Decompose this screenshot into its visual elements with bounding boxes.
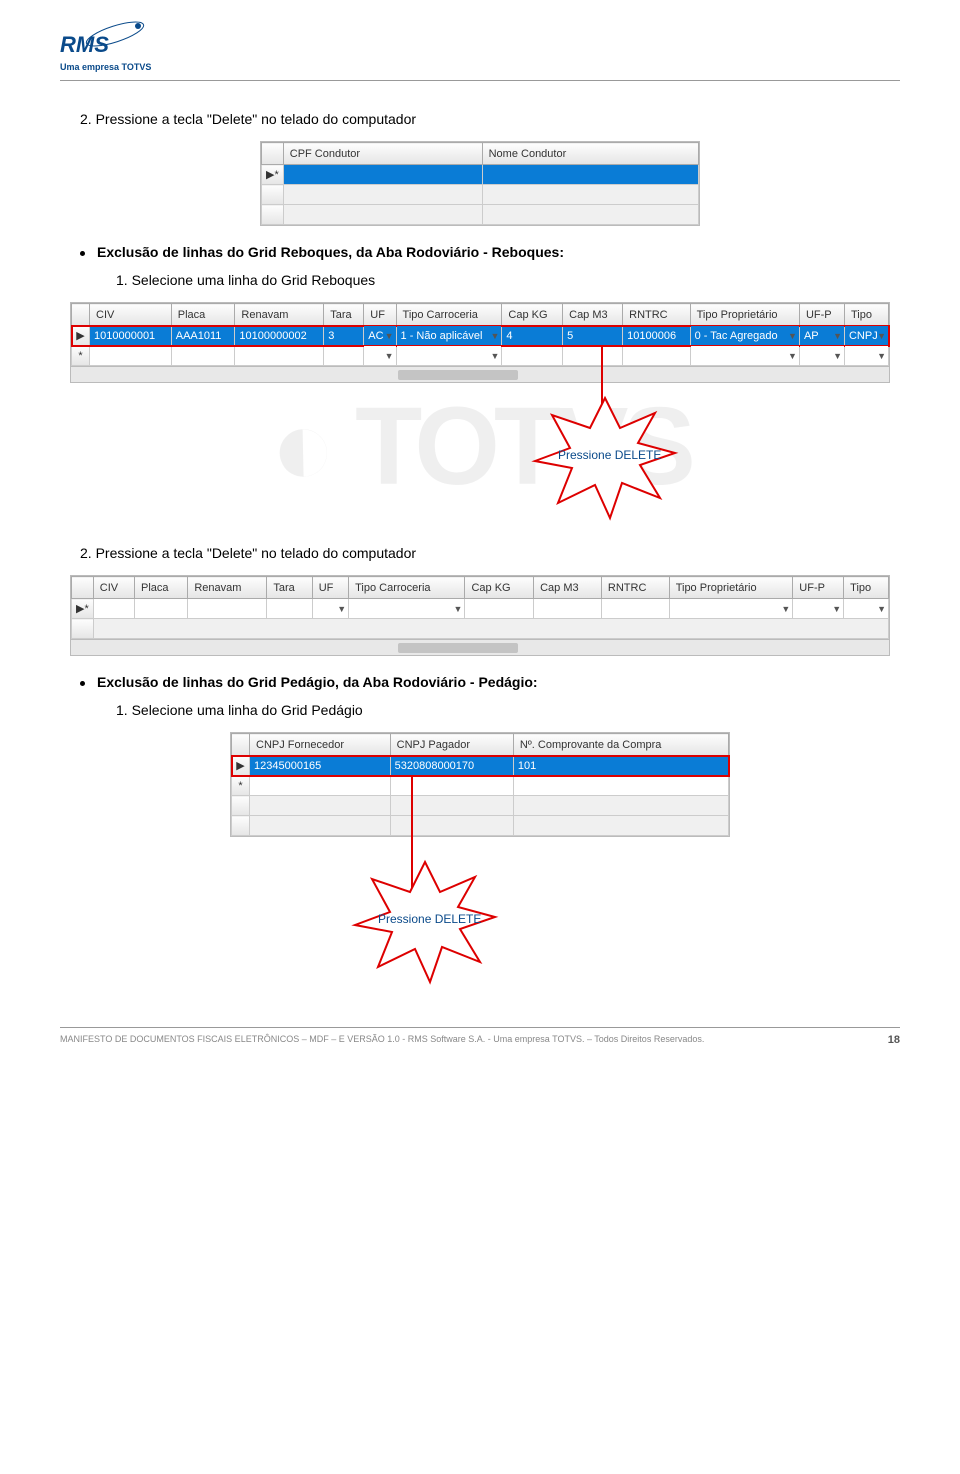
- selected-row-pedagio[interactable]: ▶ 12345000165 5320808000170 101: [232, 756, 729, 776]
- col-renavam: Renavam: [235, 304, 324, 326]
- grid-condutor-screenshot: CPF Condutor Nome Condutor ▶*: [260, 141, 700, 226]
- col-capm3: Cap M3: [563, 304, 623, 326]
- bullet-pedagio: Exclusão de linhas do Grid Pedágio, da A…: [80, 674, 900, 690]
- step-text-1: 2. Pressione a tecla "Delete" no telado …: [80, 111, 900, 127]
- col-placa: Placa: [171, 304, 235, 326]
- col-ufp: UF-P: [799, 304, 844, 326]
- chevron-down-icon: ▼: [833, 331, 842, 341]
- grid-reboques-empty: CIV Placa Renavam Tara UF Tipo Carroceri…: [71, 576, 889, 639]
- col-rowmark: [262, 143, 284, 165]
- grid-reboques: CIV Placa Renavam Tara UF Tipo Carroceri…: [71, 303, 889, 366]
- col-tipo: Tipo: [844, 304, 888, 326]
- horizontal-scrollbar[interactable]: [71, 366, 889, 382]
- grid-pedagio-screenshot: CNPJ Fornecedor CNPJ Pagador Nº. Comprov…: [230, 732, 730, 837]
- cell-cpf[interactable]: [283, 165, 482, 185]
- svg-text:RMS: RMS: [60, 32, 109, 57]
- step-text-4: 1. Selecione uma linha do Grid Pedágio: [116, 702, 900, 718]
- chevron-down-icon: ▼: [788, 331, 797, 341]
- bullet-reboques: Exclusão de linhas do Grid Reboques, da …: [80, 244, 900, 260]
- bullet-reboques-text: Exclusão de linhas do Grid Reboques, da …: [97, 244, 564, 260]
- rms-logo-icon: RMS: [60, 20, 150, 60]
- col-rntrc: RNTRC: [623, 304, 690, 326]
- burst-container-1: ◐ TOTVS Pressione DELETE: [60, 393, 900, 533]
- bullet-pedagio-text: Exclusão de linhas do Grid Pedágio, da A…: [97, 674, 538, 690]
- bullet-icon: [80, 681, 85, 686]
- grid-pedagio: CNPJ Fornecedor CNPJ Pagador Nº. Comprov…: [231, 733, 729, 836]
- chevron-down-icon: ▼: [877, 331, 886, 341]
- grid-reboques-screenshot: CIV Placa Renavam Tara UF Tipo Carroceri…: [70, 302, 890, 383]
- step-text-3: 2. Pressione a tecla "Delete" no telado …: [80, 545, 900, 561]
- col-uf: UF: [364, 304, 396, 326]
- row-marker: ▶*: [262, 165, 284, 185]
- col-tara: Tara: [324, 304, 364, 326]
- col-cnpj-pag: CNPJ Pagador: [390, 734, 513, 756]
- bullet-icon: [80, 251, 85, 256]
- burst-label-1: Pressione DELETE: [558, 448, 661, 462]
- selected-row[interactable]: ▶ 1010000001 AAA1011 10100000002 3 AC▼ 1…: [72, 326, 889, 346]
- cell-nome[interactable]: [482, 165, 698, 185]
- logo: RMS Uma empresa TOTVS: [60, 20, 151, 72]
- grid-condutor: CPF Condutor Nome Condutor ▶*: [261, 142, 699, 225]
- chevron-down-icon: ▼: [385, 331, 394, 341]
- col-nome: Nome Condutor: [482, 143, 698, 165]
- col-cpf: CPF Condutor: [283, 143, 482, 165]
- col-tipoprop: Tipo Proprietário: [690, 304, 799, 326]
- chevron-down-icon: ▼: [490, 331, 499, 341]
- logo-tagline: Uma empresa TOTVS: [60, 62, 151, 72]
- burst-label-2: Pressione DELETE: [378, 912, 481, 926]
- footer-text: MANIFESTO DE DOCUMENTOS FISCAIS ELETRÔNI…: [60, 1034, 704, 1046]
- grid-reboques-empty-screenshot: CIV Placa Renavam Tara UF Tipo Carroceri…: [70, 575, 890, 656]
- step-text-2: 1. Selecione uma linha do Grid Reboques: [116, 272, 900, 288]
- horizontal-scrollbar[interactable]: [71, 639, 889, 655]
- page-footer: MANIFESTO DE DOCUMENTOS FISCAIS ELETRÔNI…: [60, 1027, 900, 1046]
- page-number: 18: [888, 1034, 900, 1046]
- col-tipocarroceria: Tipo Carroceria: [396, 304, 502, 326]
- col-capkg: Cap KG: [502, 304, 563, 326]
- col-civ: CIV: [90, 304, 172, 326]
- col-cnpj-forn: CNPJ Fornecedor: [250, 734, 391, 756]
- page-header: RMS Uma empresa TOTVS: [60, 0, 900, 81]
- burst-container-2: Pressione DELETE: [60, 847, 900, 997]
- col-comprovante: Nº. Comprovante da Compra: [513, 734, 728, 756]
